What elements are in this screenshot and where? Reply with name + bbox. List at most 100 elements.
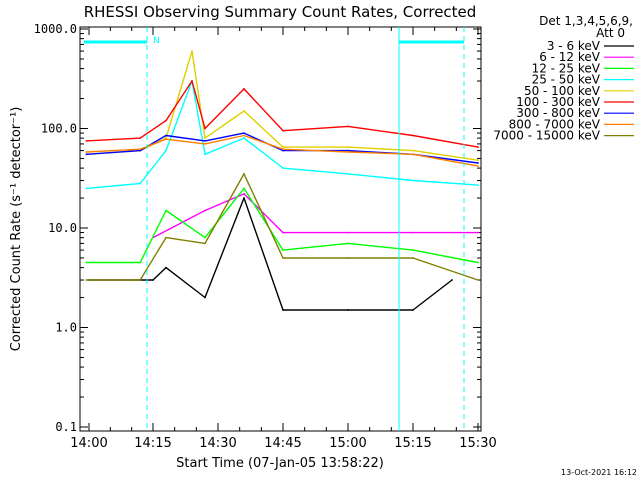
series-point-8 (347, 257, 349, 259)
series-point-6 (477, 162, 479, 164)
y-tick-label: 10.0 (48, 221, 77, 235)
series-point-6 (243, 132, 245, 135)
series-point-0 (243, 197, 245, 199)
series-point-8 (243, 173, 245, 175)
series-point-7 (412, 153, 414, 156)
x-tick-label: 15:00 (329, 436, 366, 451)
series-point-2 (347, 242, 349, 245)
series-point-7 (347, 151, 349, 153)
series-point-5 (477, 146, 479, 149)
series-point-8 (282, 257, 284, 259)
legend-header-line-1: Det 1,3,4,5,6,9, (539, 14, 633, 28)
series-point-7 (243, 134, 245, 137)
legend-label-8: 7000 - 15000 keV (493, 129, 600, 143)
series-point-2 (243, 187, 245, 190)
series-point-5 (347, 125, 349, 128)
y-axis: 0.1 1.0 10.0 100.0 1000.0 (34, 22, 481, 434)
legend-label-4: 50 - 100 keV (524, 84, 601, 98)
legend-label-0: 3 - 6 keV (547, 39, 601, 53)
x-axis: 14:00 14:15 14:30 14:45 15:00 15:15 15:30 (70, 27, 497, 451)
series-point-0 (165, 266, 167, 269)
series-point-4 (191, 50, 193, 52)
series-point-5 (191, 80, 193, 82)
series-line-6 (86, 132, 479, 164)
series-point-0 (347, 309, 349, 311)
series-point-5 (165, 119, 167, 122)
series-line-1 (152, 193, 478, 239)
series-point-3 (139, 182, 142, 185)
series-point-0 (282, 309, 284, 311)
series-point-6 (282, 149, 284, 152)
x-tick-label: 14:00 (70, 436, 107, 451)
series-point-3 (165, 149, 167, 152)
series-line-0 (89, 197, 453, 311)
legend-label-6: 300 - 800 keV (516, 106, 600, 120)
series-point-1 (477, 231, 479, 234)
series-line-2 (86, 187, 479, 264)
series-point-6 (165, 134, 167, 137)
series-point-3 (204, 153, 206, 156)
x-axis-label: Start Time (07-Jan-05 13:58:22) (176, 456, 384, 471)
series-point-2 (477, 261, 479, 264)
series-point-7 (139, 148, 142, 151)
series-point-0 (204, 296, 206, 299)
series-point-8 (204, 242, 206, 245)
series-point-6 (204, 140, 206, 142)
series-point-2 (139, 261, 142, 264)
series-point-5 (204, 127, 206, 130)
series-point-2 (282, 249, 284, 252)
series-point-2 (85, 261, 88, 264)
series-point-4 (412, 149, 414, 152)
series-point-4 (282, 146, 284, 149)
series-layer (85, 50, 479, 311)
y-tick-label: 100.0 (41, 122, 77, 136)
series-point-7 (282, 148, 284, 151)
series-point-3 (282, 167, 284, 170)
series-point-5 (85, 140, 88, 142)
series-point-3 (243, 137, 245, 140)
series-point-8 (85, 279, 88, 281)
series-point-4 (347, 146, 349, 149)
x-tick-label: 15:30 (459, 436, 496, 451)
series-point-1 (243, 193, 245, 195)
series-point-0 (451, 279, 453, 281)
series-point-3 (347, 173, 349, 175)
series-point-3 (85, 187, 88, 190)
series-point-4 (243, 110, 245, 112)
series-point-7 (165, 138, 167, 141)
marker-label-n: N (153, 36, 160, 46)
series-point-7 (85, 151, 88, 153)
footer-timestamp: 13-Oct-2021 16:12 (561, 468, 637, 477)
x-tick-label: 14:30 (199, 436, 236, 451)
y-tick-label: 1000.0 (34, 22, 77, 36)
series-line-8 (86, 173, 479, 281)
series-point-4 (204, 137, 206, 140)
legend-label-1: 6 - 12 keV (539, 50, 601, 64)
y-tick-label: 1.0 (55, 321, 77, 335)
series-point-7 (204, 143, 206, 145)
series-point-8 (477, 279, 479, 281)
series-point-4 (477, 159, 479, 162)
series-point-8 (139, 279, 142, 281)
series-point-7 (477, 165, 479, 167)
series-point-5 (139, 137, 142, 140)
x-tick-label: 14:45 (264, 436, 301, 451)
series-point-5 (282, 129, 284, 132)
y-tick-label: 0.1 (55, 420, 77, 434)
series-point-2 (412, 249, 414, 252)
series-line-5 (86, 80, 479, 148)
legend-header-line-2: Att 0 (596, 26, 625, 40)
series-line-4 (86, 50, 479, 161)
series-point-6 (85, 153, 88, 156)
y-axis-label: Corrected Count Rate (s⁻¹ detector⁻¹) (9, 107, 24, 352)
legend-label-7: 800 - 7000 keV (509, 117, 601, 131)
series-point-3 (477, 184, 479, 187)
series-point-2 (204, 236, 206, 239)
series-line-3 (86, 80, 479, 190)
series-point-3 (412, 179, 414, 182)
series-point-6 (139, 149, 142, 152)
series-point-2 (165, 209, 167, 212)
x-tick-label: 15:15 (394, 436, 431, 451)
